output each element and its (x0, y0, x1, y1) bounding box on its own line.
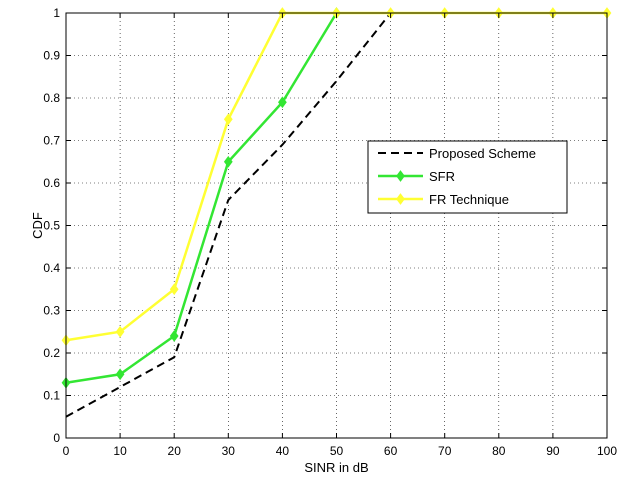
y-tick-label: 0.3 (43, 304, 60, 318)
y-tick-label: 0.2 (43, 346, 60, 360)
y-tick-label: 0.6 (43, 176, 60, 190)
y-tick-label: 0.1 (43, 389, 60, 403)
x-tick-label: 10 (113, 444, 127, 458)
x-tick-label: 40 (276, 444, 290, 458)
y-tick-label: 0.9 (43, 49, 60, 63)
y-tick-label: 1 (53, 6, 60, 20)
x-tick-label: 60 (384, 444, 398, 458)
x-tick-label: 90 (546, 444, 560, 458)
x-tick-label: 20 (168, 444, 182, 458)
legend-label: SFR (429, 169, 455, 184)
legend-label: Proposed Scheme (429, 146, 536, 161)
x-tick-label: 100 (597, 444, 617, 458)
y-tick-label: 0.4 (43, 261, 60, 275)
x-tick-label: 80 (492, 444, 506, 458)
x-tick-label: 0 (63, 444, 70, 458)
legend-label: FR Technique (429, 192, 509, 207)
legend: Proposed Scheme SFR FR Technique (368, 141, 567, 213)
y-tick-label: 0.8 (43, 91, 60, 105)
x-tick-label: 50 (330, 444, 344, 458)
y-tick-label: 0.5 (43, 219, 60, 233)
x-tick-label: 70 (438, 444, 452, 458)
x-axis-label: SINR in dB (304, 460, 368, 475)
y-tick-label: 0.7 (43, 134, 60, 148)
x-tick-label: 30 (222, 444, 236, 458)
y-axis-label: CDF (30, 212, 45, 239)
y-tick-label: 0 (53, 431, 60, 445)
